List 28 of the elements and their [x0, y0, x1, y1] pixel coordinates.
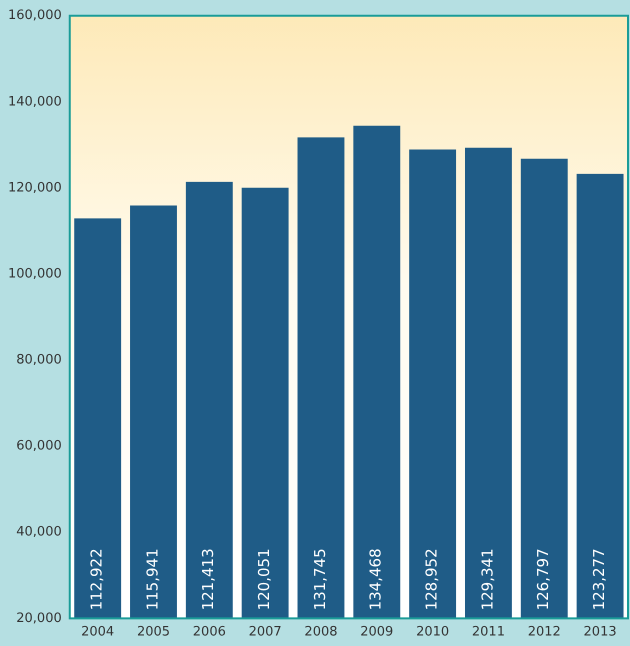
x-tick-label: 2006 — [192, 624, 226, 640]
x-tick-label: 2010 — [416, 624, 450, 640]
data-label: 120,051 — [255, 548, 274, 610]
x-tick-label: 2012 — [528, 624, 561, 640]
y-tick-label: 20,000 — [16, 610, 62, 626]
y-tick-label: 120,000 — [8, 180, 62, 196]
data-label: 134,468 — [366, 548, 385, 610]
y-tick-label: 100,000 — [8, 266, 62, 282]
y-tick-label: 140,000 — [8, 94, 62, 110]
y-tick-label: 80,000 — [16, 352, 62, 368]
data-label: 123,277 — [590, 548, 608, 610]
data-label: 121,413 — [199, 548, 218, 610]
data-label: 126,797 — [534, 548, 552, 610]
x-tick-label: 2008 — [304, 624, 338, 640]
data-label: 131,745 — [310, 548, 329, 610]
data-label: 115,941 — [143, 548, 162, 610]
y-tick-label: 60,000 — [16, 438, 62, 454]
x-tick-label: 2007 — [248, 624, 282, 640]
y-tick-label: 40,000 — [16, 524, 62, 540]
x-tick-label: 2011 — [472, 624, 505, 640]
data-label: 128,952 — [422, 548, 441, 610]
y-tick-label: 160,000 — [8, 8, 62, 24]
data-label: 112,922 — [88, 548, 106, 610]
x-tick-label: 2009 — [360, 624, 394, 640]
x-tick-label: 2013 — [584, 624, 617, 640]
x-tick-label: 2005 — [136, 624, 170, 640]
x-tick-label: 2004 — [81, 624, 114, 640]
data-label: 129,341 — [478, 548, 496, 610]
